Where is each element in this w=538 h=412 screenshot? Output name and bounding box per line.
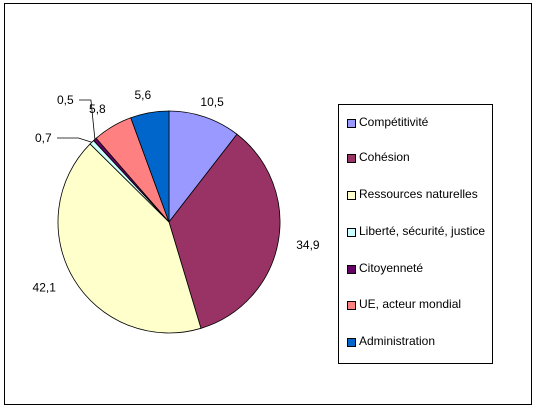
data-label-4: 0,5 [57,93,74,107]
pie-slice-6 [130,110,170,223]
legend-label-administration: Administration [359,334,436,348]
leader-line-3 [57,137,92,143]
legend-label-liberte-securite-justice: Liberté, sécurité, justice [359,224,486,238]
pie-slice-1 [168,133,281,329]
legend-label-ue-acteur-mondial: UE, acteur mondial [359,297,462,311]
data-label-2: 42,1 [33,280,57,294]
data-label-6: 5,6 [134,88,151,102]
legend-label-ressources-naturelles: Ressources naturelles [359,187,478,201]
data-label-3: 0,7 [35,131,52,145]
legend: Compétitivité Cohésion Ressources nature… [338,104,493,364]
chart-area: 10,5 34,9 42,1 0,7 0,5 5,8 5,6 Compétitivité C… [4,3,532,405]
legend-swatch-ressources-naturelles [347,191,356,200]
legend-swatch-citoyennete [347,265,356,274]
legend-label-competitivite: Compétitivité [359,115,429,129]
leader-line-4 [79,99,96,140]
data-label-0: 10,5 [200,95,224,109]
pie-slice-0 [168,110,238,224]
legend-swatch-competitivite [347,119,356,128]
data-label-1: 34,9 [296,238,320,252]
legend-label-cohesion: Cohésion [359,150,410,164]
legend-label-citoyennete: Citoyenneté [359,261,424,275]
data-label-5: 5,8 [89,102,106,116]
legend-swatch-cohesion [347,154,356,163]
pie-chart: 10,5 34,9 42,1 0,7 0,5 5,8 5,6 [33,88,320,334]
legend-swatch-liberte-securite-justice [347,228,356,237]
legend-swatch-ue-acteur-mondial [347,301,356,310]
legend-swatch-administration [347,338,356,347]
pie-slice-2 [57,143,202,334]
